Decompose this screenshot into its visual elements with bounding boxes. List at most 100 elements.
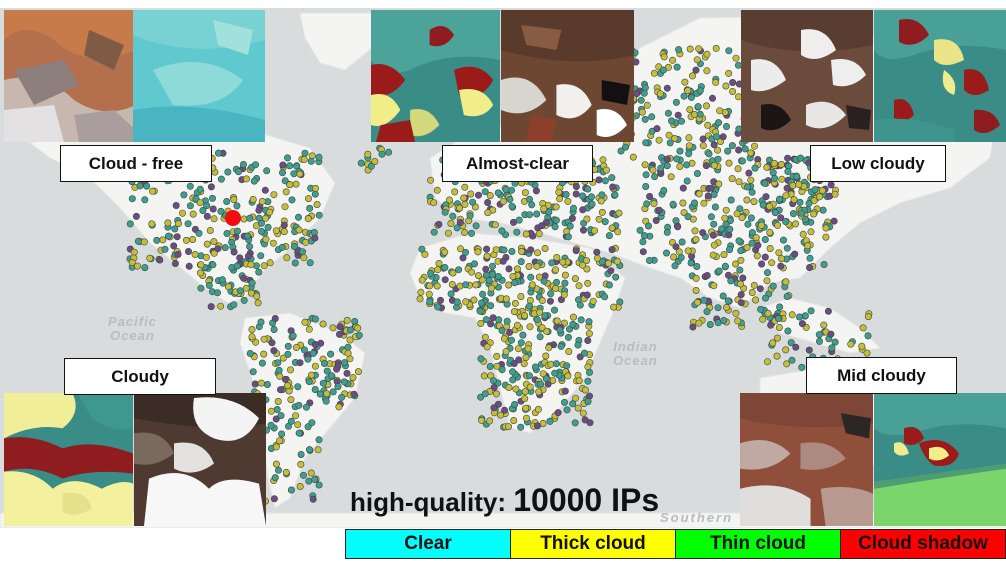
sample-point [583, 291, 591, 299]
sample-point [214, 245, 222, 253]
sample-point [831, 338, 839, 346]
sample-point [551, 223, 559, 231]
sample-point [744, 183, 752, 191]
sample-point [547, 290, 555, 298]
sample-point [367, 162, 375, 170]
sample-point [591, 227, 599, 235]
sample-point [196, 269, 204, 277]
sample-point [354, 368, 362, 376]
sample-point [696, 87, 704, 95]
sample-point [531, 363, 539, 371]
thumbnail-low-cloudy-2 [874, 10, 1006, 142]
sample-point [681, 78, 689, 86]
sample-point [269, 239, 277, 247]
sample-point [264, 223, 272, 231]
sample-point [538, 222, 546, 230]
sample-point [502, 295, 510, 303]
sample-point [712, 78, 720, 86]
sample-point [684, 213, 692, 221]
sample-point [744, 220, 752, 228]
sample-point [295, 226, 303, 234]
sample-point [257, 318, 265, 326]
sample-point [555, 188, 563, 196]
sample-point [759, 201, 767, 209]
sample-point [311, 385, 319, 393]
sample-point [240, 161, 248, 169]
sample-point [859, 324, 867, 332]
sample-point [240, 215, 248, 223]
sample-point [268, 339, 276, 347]
sample-point [686, 106, 694, 114]
sample-point [671, 135, 679, 143]
sample-point [281, 375, 289, 383]
sample-point [822, 224, 830, 232]
sample-point [687, 93, 695, 101]
sample-point [605, 281, 613, 289]
sample-point [716, 107, 724, 115]
sample-point [777, 255, 785, 263]
sample-point [426, 269, 434, 277]
sample-point [541, 312, 549, 320]
sample-point [579, 192, 587, 200]
sample-point [253, 292, 261, 300]
sample-point [134, 237, 142, 245]
sample-point [306, 259, 314, 267]
sample-point [354, 324, 362, 332]
sample-point [745, 169, 753, 177]
sample-point [302, 238, 310, 246]
sample-point [282, 188, 290, 196]
sample-point [536, 333, 544, 341]
sample-point [322, 397, 330, 405]
sample-point [141, 264, 149, 272]
sample-point [695, 319, 703, 327]
sample-point [525, 263, 533, 271]
sample-point [562, 191, 570, 199]
sample-point [270, 325, 278, 333]
sample-point [474, 191, 482, 199]
sample-point [172, 202, 180, 210]
sample-point [343, 316, 351, 324]
sample-point [311, 315, 319, 323]
sample-point [692, 286, 700, 294]
sample-point [533, 210, 541, 218]
sample-point [533, 422, 541, 430]
sample-point [711, 203, 719, 211]
sample-point [640, 232, 648, 240]
sample-point [498, 366, 506, 374]
sample-point [752, 234, 760, 242]
sample-point [804, 242, 812, 250]
sample-point [486, 192, 494, 200]
sample-point [416, 295, 424, 303]
sample-point [650, 200, 658, 208]
sample-point [292, 180, 300, 188]
sample-point [796, 198, 804, 206]
sample-point [494, 400, 502, 408]
sample-point [460, 194, 468, 202]
sample-point [279, 354, 287, 362]
sample-point [295, 401, 303, 409]
sample-point [286, 181, 294, 189]
sample-point [608, 224, 616, 232]
ocean-label-indian: Indian Ocean [613, 339, 658, 368]
sample-point [247, 289, 255, 297]
sample-point [230, 248, 238, 256]
sample-point [805, 199, 813, 207]
sample-point [710, 282, 718, 290]
sample-point [720, 251, 728, 259]
sample-point [795, 313, 803, 321]
sample-point [263, 167, 271, 175]
sample-point [565, 325, 573, 333]
sample-point [597, 197, 605, 205]
sample-point [341, 359, 349, 367]
sample-point [258, 197, 266, 205]
sample-point [725, 47, 733, 55]
sample-point [484, 209, 492, 217]
sample-point [528, 201, 536, 209]
sample-point [132, 212, 140, 220]
sample-point [304, 215, 312, 223]
sample-point [257, 227, 265, 235]
sample-point [702, 102, 710, 110]
sample-point [763, 277, 771, 285]
sample-point [223, 198, 231, 206]
sample-point [290, 243, 298, 251]
